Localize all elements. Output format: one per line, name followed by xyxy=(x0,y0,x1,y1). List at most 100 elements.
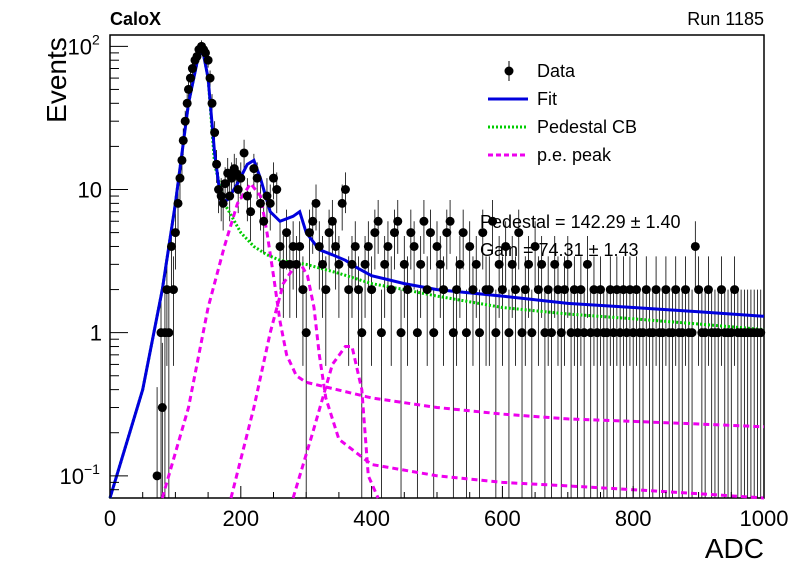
data-point xyxy=(409,241,419,251)
legend-fit-label: Fit xyxy=(537,89,557,109)
data-point xyxy=(726,328,736,338)
data-point xyxy=(432,241,442,251)
data-point xyxy=(242,191,252,201)
data-point xyxy=(350,241,360,251)
data-point xyxy=(340,184,350,194)
data-point xyxy=(455,259,465,269)
data-point xyxy=(275,241,285,251)
pe-peak-curve xyxy=(291,345,380,499)
data-point xyxy=(162,285,172,295)
y-tick-label: 10 xyxy=(68,34,92,59)
data-point xyxy=(383,241,393,251)
data-point xyxy=(178,135,188,145)
data-point xyxy=(448,328,458,338)
data-point xyxy=(628,328,638,338)
legend-data-marker xyxy=(504,66,514,76)
x-tick-label: 600 xyxy=(484,506,521,531)
data-point xyxy=(370,228,380,238)
data-point xyxy=(347,259,357,269)
data-point xyxy=(605,285,615,295)
data-point xyxy=(331,241,341,251)
data-point xyxy=(152,471,162,481)
data-point xyxy=(533,285,543,295)
data-point xyxy=(205,73,215,83)
x-axis-label: ADC xyxy=(705,533,764,564)
data-point xyxy=(239,148,249,158)
data-point xyxy=(298,285,308,295)
data-point xyxy=(651,285,661,295)
data-point xyxy=(661,285,671,295)
data-point xyxy=(168,285,178,295)
data-point xyxy=(192,51,202,61)
data-point xyxy=(212,159,222,169)
data-point xyxy=(648,328,658,338)
data-point xyxy=(478,228,488,238)
data-point xyxy=(716,285,726,295)
data-point xyxy=(507,259,517,269)
data-point xyxy=(569,285,579,295)
data-point xyxy=(491,328,501,338)
data-point xyxy=(612,285,622,295)
y-tick-label: 1 xyxy=(90,321,102,346)
data-point xyxy=(403,285,413,295)
data-point xyxy=(579,328,589,338)
data-point xyxy=(592,328,602,338)
data-point xyxy=(442,228,452,238)
data-point xyxy=(524,259,534,269)
data-point xyxy=(425,228,435,238)
data-point xyxy=(314,241,324,251)
data-point xyxy=(321,285,331,295)
data-point xyxy=(537,259,547,269)
data-point xyxy=(556,328,566,338)
data-point xyxy=(573,328,583,338)
data-point xyxy=(671,285,681,295)
data-point xyxy=(494,259,504,269)
data-point xyxy=(269,173,278,183)
data-point xyxy=(393,216,403,226)
legend-entry-pedestal: Pedestal CB xyxy=(488,117,637,137)
data-point xyxy=(465,241,475,251)
data-point xyxy=(690,241,700,251)
data-point xyxy=(246,207,256,217)
data-point xyxy=(183,84,193,94)
pe-peak-curve xyxy=(160,181,765,499)
data-point xyxy=(252,173,262,183)
run-label: Run 1185 xyxy=(687,9,764,29)
data-point xyxy=(200,48,210,58)
legend-entry-pe: p.e. peak xyxy=(488,145,612,165)
data-point xyxy=(344,285,354,295)
data-point xyxy=(658,328,668,338)
data-point xyxy=(553,285,563,295)
data-point xyxy=(445,216,455,226)
data-point xyxy=(225,191,235,201)
data-point xyxy=(622,328,632,338)
data-point xyxy=(582,259,592,269)
data-point xyxy=(615,328,625,338)
data-point xyxy=(514,228,524,238)
data-point xyxy=(406,228,416,238)
data-point xyxy=(586,328,596,338)
data-point xyxy=(419,216,429,226)
data-point xyxy=(756,328,766,338)
data-point xyxy=(550,259,560,269)
data-point xyxy=(166,241,176,251)
data-point xyxy=(236,173,246,183)
data-point xyxy=(334,259,344,269)
data-point xyxy=(618,285,628,295)
data-point xyxy=(157,403,167,413)
data-point xyxy=(175,173,185,183)
data-point xyxy=(180,116,190,126)
data-point xyxy=(504,328,514,338)
data-point xyxy=(360,259,370,269)
x-tick-label: 1000 xyxy=(740,506,789,531)
data-point xyxy=(363,241,373,251)
data-point xyxy=(589,285,599,295)
data-point xyxy=(357,328,367,338)
data-point xyxy=(475,328,485,338)
data-point xyxy=(262,191,272,201)
data-point xyxy=(530,241,540,251)
data-point xyxy=(259,216,269,226)
data-point xyxy=(282,228,292,238)
x-ticks: 0 200 400 600 800 1000 xyxy=(104,486,789,531)
